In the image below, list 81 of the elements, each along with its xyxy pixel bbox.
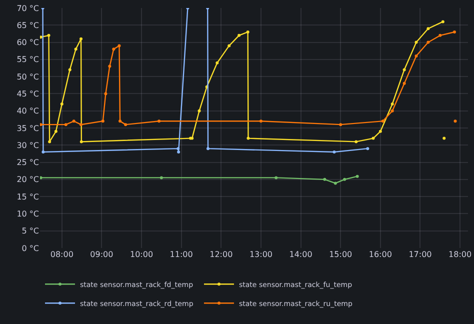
- point: [402, 68, 406, 72]
- point: [216, 61, 219, 64]
- point: [426, 27, 430, 30]
- x-tick-label: 11:00: [170, 250, 193, 259]
- point: [160, 176, 163, 180]
- point: [47, 34, 50, 37]
- y-tick-label: 30 °C: [16, 140, 40, 150]
- point: [274, 176, 278, 180]
- point: [108, 64, 112, 68]
- point: [354, 140, 358, 144]
- point: [246, 136, 250, 140]
- y-tick-label: 35 °C: [16, 124, 40, 133]
- point: [381, 120, 384, 123]
- point: [101, 120, 104, 123]
- point: [228, 44, 231, 48]
- point: [48, 140, 52, 144]
- point: [177, 150, 180, 154]
- x-tick-label: 16:00: [368, 250, 392, 259]
- point: [438, 34, 442, 37]
- y-tick-label: 55 °C: [16, 55, 40, 64]
- point: [158, 120, 161, 123]
- point: [64, 123, 68, 126]
- x-tick-label: 09:00: [90, 250, 114, 259]
- x-tick-label: 10:00: [130, 250, 154, 259]
- point: [124, 123, 128, 126]
- point: [339, 123, 342, 126]
- x-tick-label: 15:00: [329, 250, 352, 259]
- point: [259, 120, 262, 123]
- x-tick-label: 12:00: [210, 250, 233, 259]
- y-tick-label: 60 °C: [16, 38, 40, 48]
- point: [42, 150, 45, 154]
- y-tick-label: 10 °C: [16, 210, 40, 219]
- point: [372, 136, 375, 140]
- x-tick-label: 14:00: [289, 250, 312, 259]
- point: [238, 34, 241, 37]
- y-tick-label: 0 °C: [22, 244, 40, 253]
- point: [323, 178, 326, 181]
- point: [68, 68, 72, 72]
- y-tick-label: 65 °C: [16, 20, 40, 30]
- point: [334, 182, 337, 185]
- point: [426, 40, 430, 44]
- point: [176, 147, 180, 150]
- point: [378, 130, 382, 133]
- point: [356, 174, 359, 178]
- point: [402, 82, 406, 85]
- line-series: [40, 174, 359, 185]
- point: [390, 109, 394, 112]
- point: [206, 147, 210, 150]
- point: [246, 30, 250, 34]
- point: [112, 48, 116, 51]
- point: [60, 102, 64, 106]
- point: [80, 140, 83, 144]
- point: [80, 37, 83, 40]
- point: [343, 178, 346, 181]
- point: [390, 102, 394, 106]
- x-tick-label: 17:00: [408, 250, 432, 259]
- y-tick-label: 40 °C: [16, 106, 40, 116]
- point: [198, 109, 201, 112]
- point: [441, 20, 444, 24]
- point: [366, 147, 370, 150]
- point: [332, 150, 336, 154]
- point: [104, 92, 108, 96]
- x-tick-label: 08:00: [50, 250, 74, 259]
- y-tick-label: 70 °C: [16, 4, 40, 13]
- x-tick-label: 13:00: [249, 250, 272, 259]
- point: [54, 130, 58, 133]
- y-tick-label: 20 °C: [16, 175, 40, 184]
- y-tick-label: 5 °C: [22, 226, 40, 236]
- point: [414, 40, 418, 44]
- point: [452, 30, 456, 34]
- y-tick-label: 45 °C: [16, 90, 40, 99]
- point: [414, 54, 418, 58]
- x-tick-label: 18:00: [448, 250, 472, 259]
- y-tick-label: 25 °C: [16, 158, 40, 168]
- point: [118, 44, 121, 48]
- point: [80, 123, 83, 126]
- y-tick-label: 50 °C: [16, 72, 40, 82]
- point: [72, 120, 76, 123]
- point: [118, 120, 122, 123]
- y-tick-label: 15 °C: [16, 192, 40, 202]
- point: [74, 48, 78, 51]
